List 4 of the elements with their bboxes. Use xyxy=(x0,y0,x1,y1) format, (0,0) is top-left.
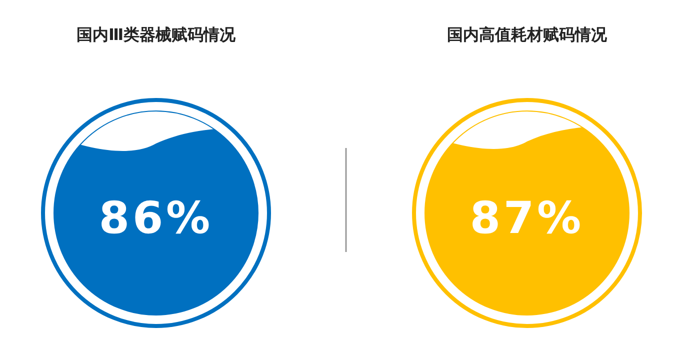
text: 国内高值耗材赋码情况 xyxy=(447,25,608,44)
text: 国内Ⅲ类器械赋码情况 xyxy=(76,25,237,44)
data-label: 87% xyxy=(470,193,584,244)
data-label: 86% xyxy=(98,193,214,244)
